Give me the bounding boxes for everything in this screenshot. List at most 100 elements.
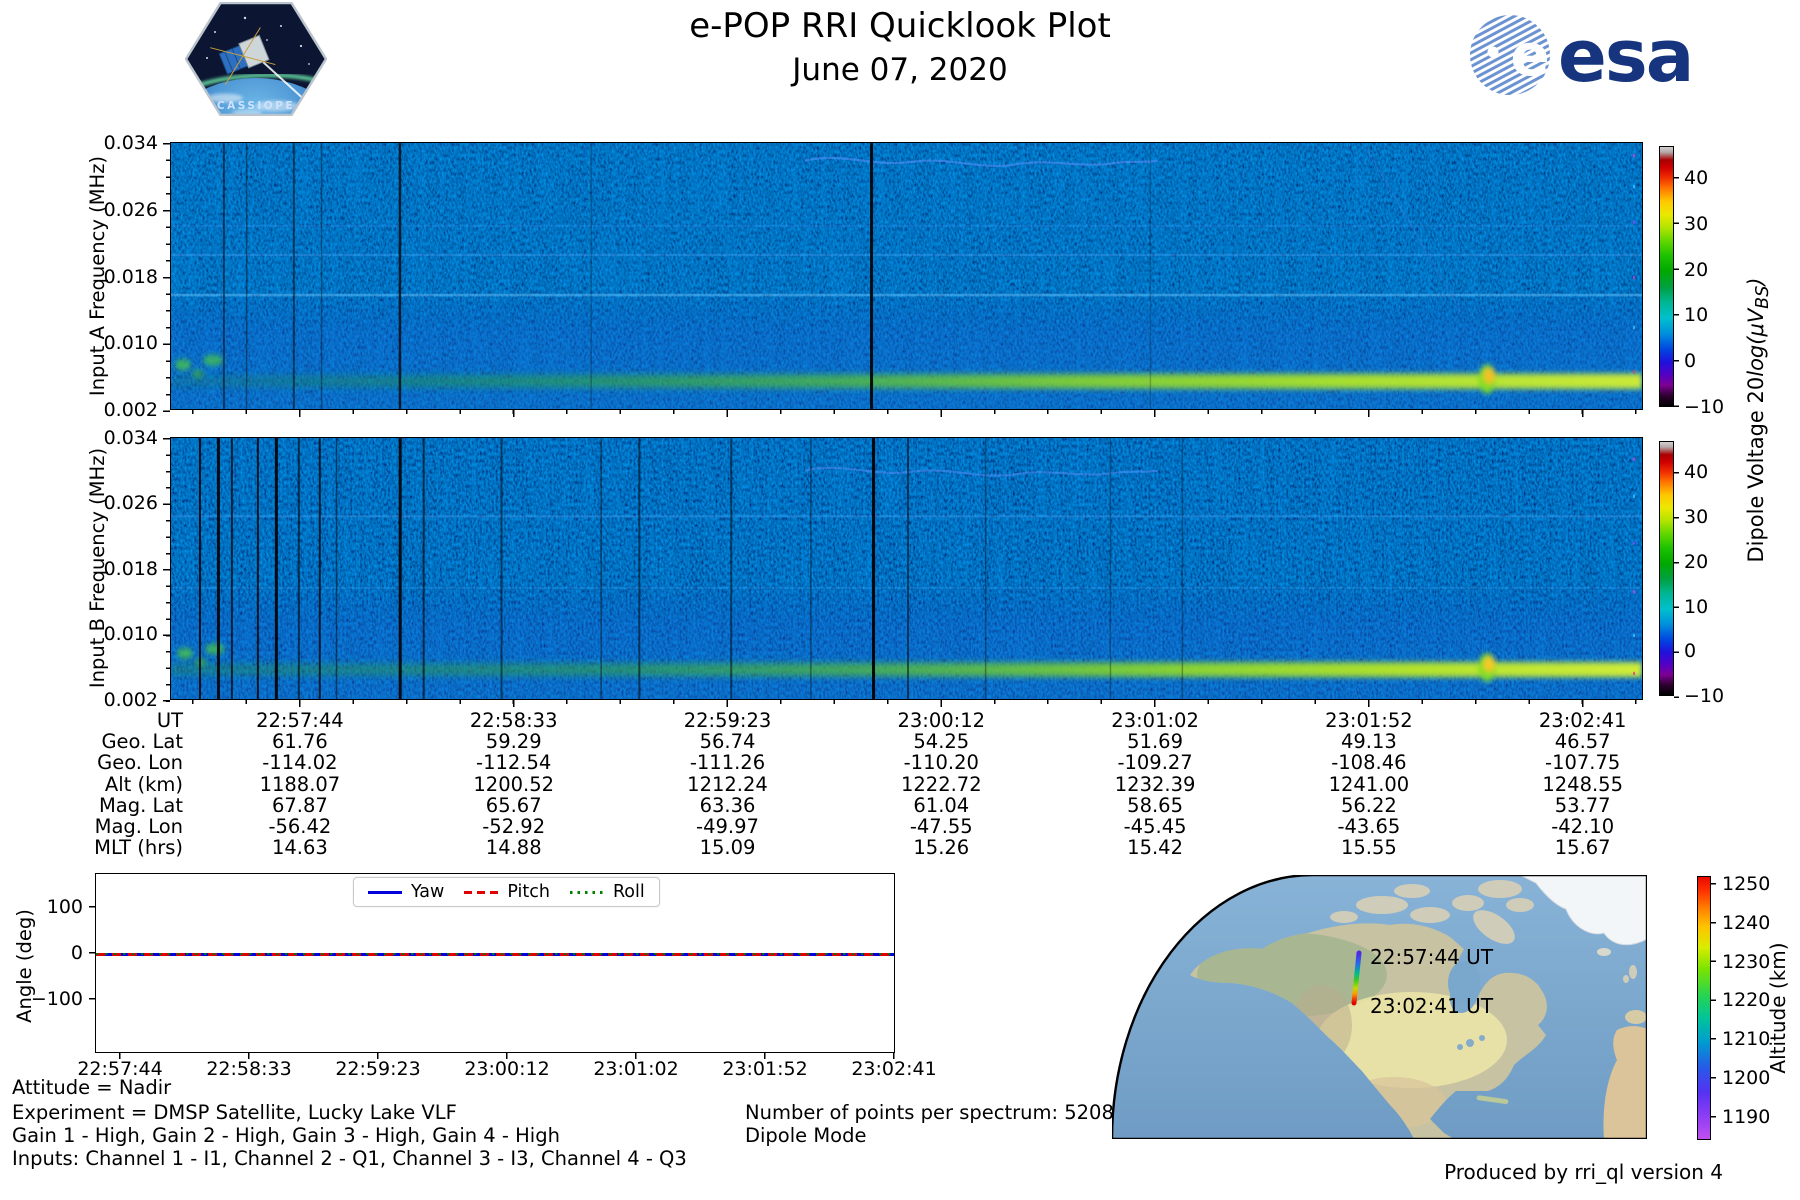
produced-by-note: Produced by rri_ql version 4 <box>1444 1160 1723 1184</box>
clouds <box>207 93 299 115</box>
cbar-b-tick-label: 10 <box>1684 596 1709 618</box>
spectrogram-input-a <box>170 142 1643 410</box>
spectrogram-a-image <box>171 143 1642 409</box>
track-start-label: 22:57:44 UT <box>1370 945 1494 969</box>
eph-cell: 22:57:44 <box>256 709 344 732</box>
angle-x-ticks <box>119 1053 897 1059</box>
satellite <box>210 27 276 86</box>
alt-tick-label: 1240 <box>1722 912 1771 934</box>
patch-border <box>185 2 327 116</box>
radio-beam <box>262 61 308 103</box>
eph-cell: -52.92 <box>482 815 546 839</box>
eph-cell: 56.22 <box>1340 793 1397 817</box>
freq-a-tick-label: 0.026 <box>103 199 158 221</box>
dipole-label-prefix: Dipole Voltage 20 <box>1744 376 1768 563</box>
eph-cell: -109.27 <box>1117 751 1193 775</box>
eph-cell: -45.45 <box>1123 815 1187 839</box>
freq-b-tick-label: 0.026 <box>103 492 158 514</box>
dipole-colorbar-label: Dipole Voltage 20log(μVBS) <box>1744 130 1774 710</box>
cbar-b-tick-label: 0 <box>1684 640 1697 662</box>
spectrogram-input-b <box>170 437 1643 700</box>
eph-cell: 15.67 <box>1554 836 1611 860</box>
legend-item-yaw: Yaw <box>368 882 444 902</box>
eph-cell: -107.75 <box>1545 751 1621 775</box>
y-minor-ticks-a <box>166 142 170 412</box>
freq-a-tick-label: 0.018 <box>103 266 158 288</box>
eph-cell: 14.88 <box>485 836 542 860</box>
angle-xtick-label: 22:57:44 <box>77 1058 163 1080</box>
dipole-label-math: log(μV <box>1744 308 1768 377</box>
cbar-a-tick-label: −10 <box>1684 396 1725 418</box>
eph-row-label: Mag. Lon <box>94 815 183 839</box>
eph-cell: 15.26 <box>913 836 970 860</box>
roll-label: Roll <box>612 882 645 902</box>
eph-cell: 22:58:33 <box>469 709 558 732</box>
angle-xtick-label: 23:00:12 <box>464 1058 550 1080</box>
freq-a-tick-label: 0.002 <box>103 399 158 421</box>
eph-cell: 15.09 <box>699 836 756 860</box>
roll-line <box>96 953 894 955</box>
altitude-colorbar-label: Altitude (km) <box>1766 942 1790 1074</box>
cassiope-mission-patch: CASSIOPE <box>185 2 327 116</box>
angle-ytick-label: −100 <box>30 988 83 1010</box>
eph-cell: -111.26 <box>689 751 766 775</box>
alt-tick-label: 1250 <box>1722 873 1771 895</box>
cbar-b-tick-label: 30 <box>1684 506 1709 528</box>
eph-cell: -112.54 <box>476 751 552 775</box>
satellite-ground-track <box>1351 950 1362 1006</box>
angle-xtick-label: 22:59:23 <box>335 1058 421 1080</box>
roll-line-sample <box>569 890 604 894</box>
alt-tick-label: 1210 <box>1722 1028 1771 1050</box>
y-minor-ticks-b <box>166 438 170 702</box>
dipole-label-suffix: ) <box>1744 277 1768 286</box>
eph-cell: 23:01:52 <box>1325 709 1413 732</box>
mode-note: Dipole Mode <box>745 1124 867 1147</box>
eph-cell: 22:59:23 <box>683 709 772 732</box>
eph-cell: 51.69 <box>1127 730 1183 754</box>
page-date: June 07, 2020 <box>792 52 1008 88</box>
eph-cell: 1212.24 <box>687 772 768 796</box>
eph-cell: 58.65 <box>1127 793 1183 817</box>
eph-cell: 61.04 <box>913 793 970 817</box>
spectrogram-b-image <box>171 438 1642 699</box>
eph-row-label: Alt (km) <box>104 772 183 796</box>
eph-cell: 1232.39 <box>1114 772 1196 796</box>
eph-cell: 59.29 <box>485 730 542 754</box>
great-lakes <box>1457 1035 1485 1050</box>
europe-africa-edge <box>1597 948 1647 1139</box>
eph-cell: -110.20 <box>903 751 979 775</box>
eph-cell: -47.55 <box>909 815 973 839</box>
eph-cell: 23:00:12 <box>897 709 986 732</box>
cbar-b-tick-label: 40 <box>1684 461 1709 483</box>
inputs-note: Inputs: Channel 1 - I1, Channel 2 - Q1, … <box>12 1147 687 1170</box>
arctic-islands <box>1330 880 1534 944</box>
eph-cell: 54.25 <box>913 730 970 754</box>
alt-tick-label: 1200 <box>1722 1067 1771 1089</box>
alt-tick-label: 1220 <box>1722 989 1771 1011</box>
eph-row-label: MLT (hrs) <box>94 836 183 860</box>
freq-b-tick-label: 0.018 <box>103 558 158 580</box>
edge-speckles <box>1633 154 1636 374</box>
eph-cell: 67.87 <box>271 793 328 817</box>
freq-b-tick-label: 0.034 <box>103 427 158 449</box>
cbar-a-tick-label: 20 <box>1684 259 1709 281</box>
pitch-label: Pitch <box>507 882 550 902</box>
eph-cell: 63.36 <box>699 793 756 817</box>
edge-speckles <box>1633 457 1636 676</box>
eph-cell: 1248.55 <box>1542 772 1623 796</box>
eph-cell: -42.10 <box>1551 815 1615 839</box>
eph-cell: 14.63 <box>271 836 328 860</box>
cassiope-label: CASSIOPE <box>217 100 295 112</box>
esa-star-dot <box>1487 46 1499 58</box>
esa-wordmark: esa <box>1558 14 1692 97</box>
eph-cell: 53.77 <box>1554 793 1611 817</box>
eph-cell: 1222.72 <box>900 772 982 796</box>
angle-plot: Yaw Pitch Roll <box>95 873 895 1053</box>
dipole-label-subscript: BS <box>1753 285 1774 309</box>
legend-item-pitch: Pitch <box>464 882 550 902</box>
page-title: e-POP RRI Quicklook Plot <box>689 6 1111 46</box>
gains-note: Gain 1 - High, Gain 2 - High, Gain 3 - H… <box>12 1124 560 1147</box>
cbar-b-tick-label: 20 <box>1684 551 1709 573</box>
alt-tick-label: 1230 <box>1722 951 1771 973</box>
